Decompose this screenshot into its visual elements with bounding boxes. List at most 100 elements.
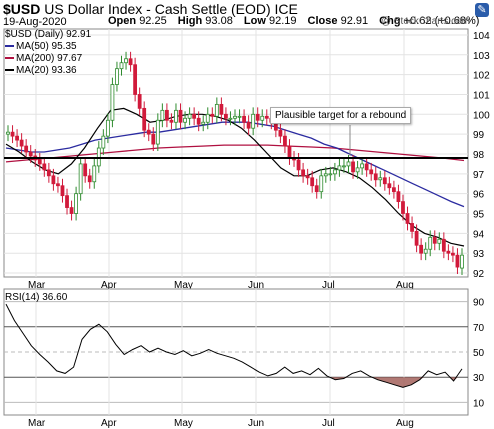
candle-body bbox=[146, 129, 151, 135]
candle-body bbox=[283, 135, 287, 147]
rsi-y-tick-label: 90 bbox=[473, 298, 485, 309]
ohlc-readout: Open 92.25 High 93.08 Low 92.19 Close 92… bbox=[108, 15, 480, 27]
candle-body bbox=[178, 109, 183, 123]
candle-body bbox=[92, 165, 97, 183]
candle-body bbox=[101, 135, 106, 149]
candle-body bbox=[46, 169, 51, 177]
legend-ma50-label: MA(50) 95.35 bbox=[16, 41, 77, 52]
candle-body bbox=[319, 175, 324, 193]
candle-body bbox=[56, 183, 60, 187]
candle-body bbox=[428, 236, 433, 250]
candle-body bbox=[441, 238, 446, 252]
stockcharts-credit: @ StockCharts.com bbox=[380, 16, 470, 27]
candle-body bbox=[346, 161, 351, 167]
candle-body bbox=[115, 68, 119, 85]
candle-body bbox=[401, 201, 405, 214]
candle-body bbox=[155, 119, 160, 145]
price-y-tick-label: 94 bbox=[473, 229, 485, 240]
candle-body bbox=[87, 175, 92, 183]
price-y-tick-label: 100 bbox=[473, 110, 490, 121]
candle-body bbox=[314, 185, 319, 193]
candle-body bbox=[328, 173, 333, 176]
price-y-tick-label: 92 bbox=[473, 269, 485, 280]
candle-body bbox=[219, 103, 224, 115]
candle-body bbox=[24, 145, 29, 153]
legend-price-label: $USD (Daily) 92.91 bbox=[5, 29, 92, 40]
candle-body bbox=[242, 115, 246, 123]
candle-body bbox=[160, 109, 165, 121]
candle-body bbox=[169, 119, 174, 123]
price-y-tick-label: 104 bbox=[473, 31, 490, 42]
rsi-y-tick-label: 10 bbox=[473, 398, 485, 409]
candle-body bbox=[255, 113, 260, 121]
price-x-tick-label: Apr bbox=[101, 280, 117, 291]
price-y-tick-label: 99 bbox=[473, 130, 485, 141]
candle-body bbox=[210, 113, 215, 117]
chart-title: $USD US Dollar Index - Cash Settle (EOD)… bbox=[3, 1, 298, 17]
candle-body bbox=[287, 145, 292, 159]
rsi-y-tick-label: 50 bbox=[473, 348, 485, 359]
settings-icon[interactable]: ✎ bbox=[475, 3, 489, 17]
candle-body bbox=[42, 163, 47, 171]
candle-body bbox=[332, 169, 337, 175]
candle-body bbox=[410, 223, 414, 232]
legend-ma200: MA(200) 97.67 bbox=[5, 53, 82, 64]
candle-body bbox=[437, 238, 442, 244]
candle-body bbox=[369, 169, 374, 175]
chart-date: 19-Aug-2020 bbox=[3, 16, 67, 28]
candle-body bbox=[233, 115, 237, 119]
candle-body bbox=[451, 252, 455, 256]
candle-body bbox=[278, 129, 283, 137]
candle-body bbox=[83, 163, 88, 177]
candle-body bbox=[78, 163, 83, 195]
candle-body bbox=[460, 254, 464, 269]
rsi-x-tick-label: May bbox=[174, 418, 193, 429]
rsi-y-tick-label: 70 bbox=[473, 323, 485, 334]
legend-ma200-label: MA(200) 97.67 bbox=[16, 53, 83, 64]
candle-body bbox=[124, 58, 128, 64]
candle-body bbox=[214, 103, 219, 117]
candle-body bbox=[201, 121, 206, 125]
candle-body bbox=[192, 113, 197, 119]
candle-body bbox=[183, 117, 187, 123]
candle-body bbox=[414, 230, 419, 246]
candle-body bbox=[351, 161, 355, 173]
candle-body bbox=[28, 151, 33, 157]
candle-body bbox=[432, 236, 437, 244]
candle-body bbox=[119, 62, 124, 70]
candle-body bbox=[10, 131, 15, 137]
candle-body bbox=[228, 117, 233, 120]
rsi-oversold-fill bbox=[331, 377, 348, 380]
legend-ma20-label: MA(20) 93.36 bbox=[16, 65, 77, 76]
candle-body bbox=[164, 109, 169, 121]
price-y-tick-label: 96 bbox=[473, 190, 485, 201]
price-y-tick-label: 101 bbox=[473, 90, 490, 101]
candle-body bbox=[196, 117, 201, 125]
price-panel: 92 93 94 95 96 97 98 99 100 101 102 103 104 Mar Apr May… bbox=[3, 28, 490, 291]
ma200-line bbox=[5, 144, 465, 163]
candle-body bbox=[423, 248, 428, 254]
legend-ma50: MA(50) 95.35 bbox=[5, 41, 77, 52]
candle-body bbox=[128, 58, 133, 66]
candle-body bbox=[301, 169, 306, 177]
candle-body bbox=[405, 213, 410, 224]
candle-body bbox=[323, 173, 328, 177]
candle-body bbox=[305, 175, 310, 179]
price-x-tick-label: Jul bbox=[322, 280, 335, 291]
rsi-x-tick-label: Aug bbox=[396, 418, 414, 429]
candle-body bbox=[15, 135, 19, 141]
candle-body bbox=[174, 109, 178, 123]
candle-body bbox=[455, 254, 460, 268]
candle-body bbox=[151, 133, 156, 145]
price-y-tick-label: 98 bbox=[473, 150, 485, 161]
candle-body bbox=[378, 177, 383, 181]
candle-body bbox=[446, 250, 451, 254]
rsi-y-tick-label: 30 bbox=[473, 373, 485, 384]
candle-body bbox=[19, 139, 24, 147]
candle-body bbox=[133, 64, 138, 95]
price-y-tick-label: 93 bbox=[473, 249, 485, 260]
candle-body bbox=[65, 195, 69, 208]
price-y-tick-label: 102 bbox=[473, 71, 490, 82]
price-x-tick-label: Mar bbox=[28, 280, 46, 291]
